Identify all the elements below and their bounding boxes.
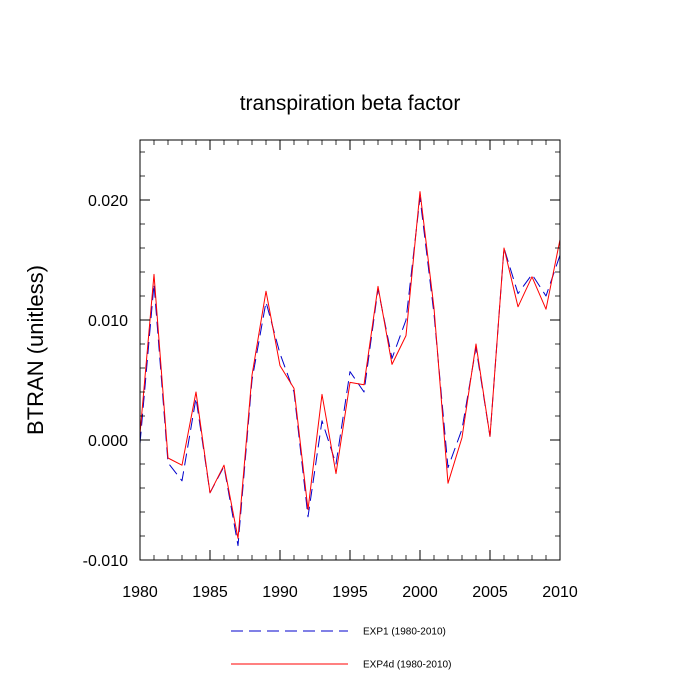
series-line-2 (139, 191, 561, 539)
y-tick-label: 0.000 (88, 433, 128, 450)
y-axis-label: BTRAN (unitless) (23, 265, 48, 435)
y-tick-label: 0.020 (88, 193, 128, 210)
x-tick-label: 1980 (122, 584, 158, 601)
series-line-1 (139, 197, 561, 547)
x-tick-label: 2010 (542, 584, 578, 601)
x-tick-label: 1990 (262, 584, 298, 601)
plot-series-group (139, 191, 561, 547)
plot-frame (139, 139, 561, 561)
x-tick-label: 2000 (402, 584, 438, 601)
x-tick-label: 1995 (332, 584, 368, 601)
y-tick-label: -0.010 (83, 553, 128, 570)
y-tick-label: 0.010 (88, 313, 128, 330)
chart-title: transpiration beta factor (240, 92, 461, 115)
x-tick-label: 2005 (472, 584, 508, 601)
x-tick-label: 1985 (192, 584, 228, 601)
legend-label-1: EXP1 (1980-2010) (363, 627, 446, 638)
tick-marks-group (139, 140, 561, 561)
tick-labels-group: 1980 1985 1990 1995 2000 2005 2010 -0.010 0.000 0… (83, 193, 578, 601)
legend-label-2: EXP4d (1980-2010) (363, 660, 451, 671)
legend: EXP1 (1980-2010) EXP4d (1980-2010) (231, 627, 451, 671)
